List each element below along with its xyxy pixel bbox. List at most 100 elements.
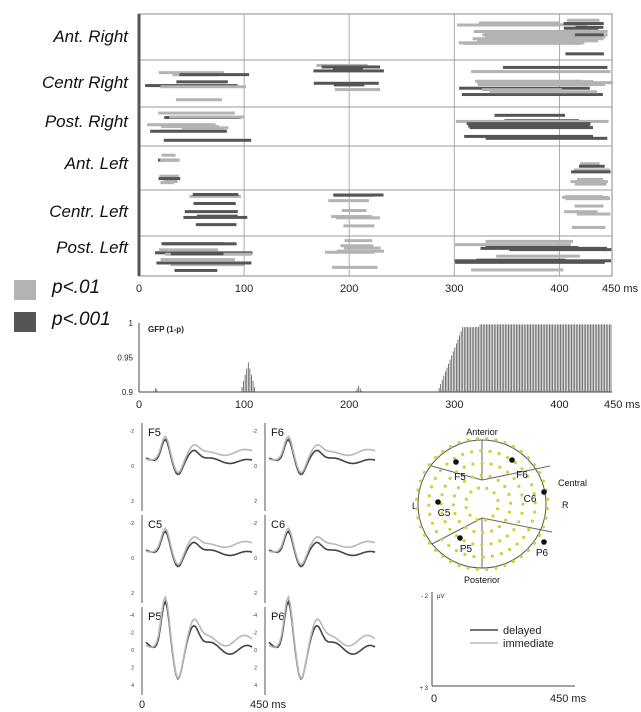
head-sensor-dot: [533, 510, 537, 514]
head-sensor-dot: [468, 513, 472, 517]
head-sensor-dot: [428, 512, 432, 516]
raster-significance-bar: [333, 193, 384, 197]
gfp-title: GFP (1-p): [148, 325, 184, 334]
head-sensor-dot: [532, 492, 536, 496]
scale-bar-unit: µV: [437, 594, 444, 600]
erp-y-tick: 2: [254, 666, 257, 672]
erp-y-tick: -2: [253, 521, 258, 527]
raster-significance-bar: [160, 181, 174, 185]
head-sensor-dot: [508, 547, 512, 552]
gfp-x-tick: 100: [235, 399, 253, 411]
raster-significance-bar: [484, 123, 563, 127]
raster-significance-bar: [158, 177, 181, 181]
head-sensor-dot: [521, 502, 525, 506]
scale-bar-top: - 2: [421, 594, 429, 600]
head-sensor-dot: [517, 520, 521, 524]
head-sensor-dot: [440, 537, 444, 541]
raster-significance-bar: [454, 259, 611, 263]
erp-y-tick: 0: [131, 648, 134, 654]
region-label-centr-left: Centr. Left: [49, 202, 128, 221]
head-sensor-dot: [464, 497, 468, 501]
erp-label-f6: F6: [271, 427, 284, 439]
head-sensor-dot: [472, 529, 476, 534]
head-sensor-dot: [517, 484, 521, 488]
raster-significance-bar: [574, 204, 604, 208]
head-sensor-dot: [462, 539, 466, 543]
raster-significance-bar: [571, 170, 611, 174]
raster-significance-bar: [189, 194, 242, 198]
gfp-x-tick: 300: [445, 399, 463, 411]
raster-significance-bar: [175, 98, 222, 102]
raster-significance-bar: [324, 250, 375, 254]
head-sensor-dot: [537, 471, 542, 475]
head-sensor-dot: [448, 476, 452, 480]
raster-significance-bar: [184, 210, 238, 214]
raster-significance-bar: [485, 136, 608, 140]
erp-label-p6: P6: [271, 611, 284, 623]
head-sensor-dot: [492, 491, 496, 495]
raster-significance-bar: [481, 88, 562, 92]
raster-significance-bar: [469, 126, 593, 130]
head-sensor-dot: [430, 485, 434, 489]
head-sensor-dot: [427, 541, 432, 545]
head-sensor-dot: [475, 437, 479, 441]
raster-significance-bar: [457, 23, 561, 27]
erp-y-tick: 0: [254, 464, 257, 470]
head-sensor-dot: [530, 519, 534, 523]
head-sensor-dot: [530, 483, 534, 487]
erp-x-tick-end: 450 ms: [250, 699, 287, 711]
raster-significance-bar: [570, 180, 608, 184]
raster-significance-bar: [471, 268, 564, 272]
raster-significance-bar: [576, 212, 611, 216]
head-sensor-dot: [481, 555, 485, 559]
head-sensor-dot: [513, 460, 517, 465]
raster-significance-bar: [473, 30, 608, 34]
erp-y-tick: -2: [130, 631, 135, 637]
head-sensor-dot: [494, 566, 498, 570]
raster-significance-bar: [195, 223, 237, 227]
head-label-left: L: [412, 501, 417, 511]
head-sensor-dot: [457, 441, 461, 445]
raster-significance-bar: [466, 122, 591, 126]
head-sensor-dot: [470, 475, 474, 479]
head-sensor-dot: [449, 444, 453, 449]
erp-y-tick: 4: [131, 683, 134, 689]
head-sensor-dot: [427, 494, 431, 498]
head-sensor-dot: [434, 456, 438, 460]
raster-significance-bar: [563, 26, 599, 30]
head-sensor-dot: [481, 531, 485, 535]
head-sensor-dot: [462, 465, 466, 469]
legend-swatch-p001: [14, 312, 36, 332]
head-sensor-dot: [440, 511, 444, 515]
head-sensor-dot: [428, 463, 432, 467]
erp-y-tick: -2: [253, 429, 258, 435]
erp-y-tick: 2: [254, 591, 257, 597]
erp-y-tick: -2: [130, 429, 135, 435]
raster-significance-bar: [156, 261, 252, 265]
raster-significance-bar: [343, 224, 375, 228]
head-sensor-dot: [447, 543, 451, 548]
raster-significance-bar: [192, 193, 239, 197]
erp-trace-immediate: [268, 435, 376, 474]
head-electrode-c5: [435, 499, 441, 505]
head-electrode-p6: [541, 539, 547, 545]
gfp-x-tick: 400: [550, 399, 568, 411]
head-sensor-dot: [507, 510, 512, 514]
raster-significance-bar: [571, 225, 606, 229]
gfp-x-tick: 0: [136, 399, 142, 411]
head-electrode-label-p5: P5: [460, 544, 473, 555]
head-sensor-dot: [488, 449, 492, 453]
head-sensor-dot: [457, 563, 461, 567]
head-sensor-dot: [494, 438, 498, 442]
head-sensor-dot: [448, 527, 452, 531]
erp-trace-delayed: [145, 530, 253, 568]
raster-significance-bar: [455, 243, 571, 247]
head-sensor-dot: [471, 542, 475, 546]
waveform-legend-label-immediate: immediate: [503, 638, 554, 650]
head-sensor-dot: [512, 477, 516, 481]
raster-x-tick: 400: [550, 283, 568, 295]
head-sensor-dot: [506, 470, 510, 474]
erp-trace-delayed: [268, 530, 376, 568]
head-sensor-dot: [466, 566, 470, 570]
raster-significance-bar: [158, 111, 235, 115]
